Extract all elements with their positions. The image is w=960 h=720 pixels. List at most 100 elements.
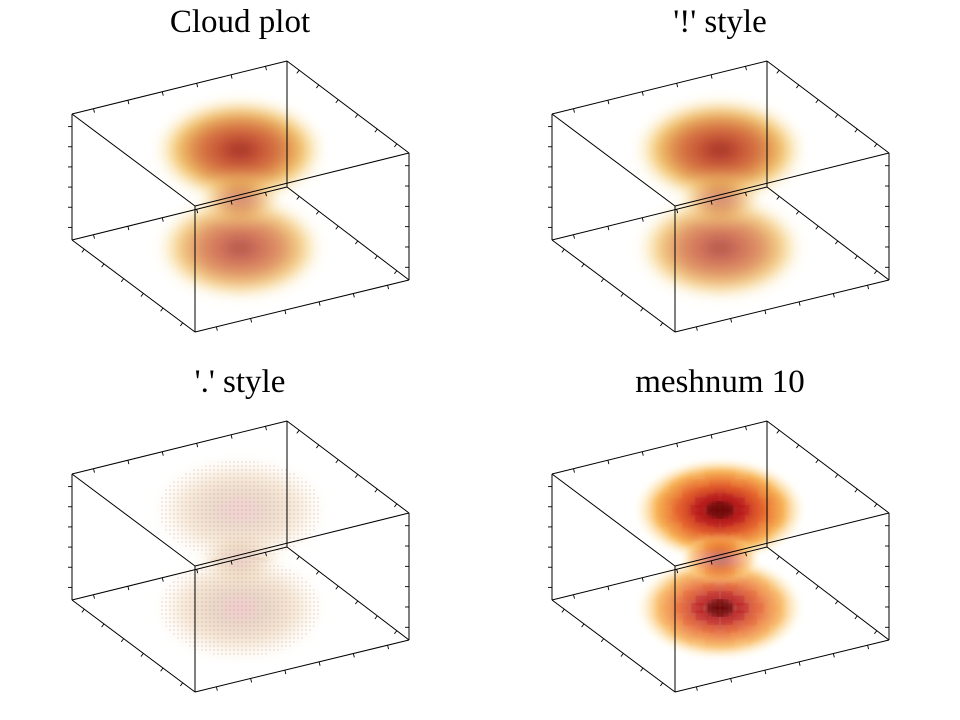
- mesh-cell: [695, 497, 708, 508]
- mesh-cell: [782, 603, 795, 613]
- mesh-cell: [725, 485, 738, 496]
- axis-tick: [573, 468, 575, 473]
- axis-tick: [776, 429, 780, 434]
- panel-3: [548, 420, 890, 693]
- axis-tick: [394, 270, 398, 275]
- axis-tick: [607, 100, 610, 105]
- mesh-cell: [697, 630, 710, 641]
- cloud-lobe-upper: [634, 98, 806, 202]
- mesh-cell: [692, 540, 705, 551]
- mesh-cell: [692, 638, 705, 649]
- axis-tick: [854, 615, 858, 620]
- axis-tick: [161, 451, 164, 456]
- mesh-cell: [730, 575, 743, 586]
- axis-tick: [315, 444, 320, 449]
- box-edge: [71, 473, 196, 567]
- mesh-cell: [711, 501, 724, 512]
- axis-tick: [315, 570, 320, 575]
- panel-title-exclamation-style: '!' style: [673, 4, 767, 40]
- axis-tick: [265, 426, 267, 431]
- axis-tick: [854, 488, 858, 493]
- mesh-cell: [659, 505, 672, 515]
- axis-tick: [834, 114, 839, 118]
- box-edge: [194, 152, 410, 207]
- box-edge: [71, 420, 288, 475]
- mesh-cell: [720, 507, 733, 518]
- axis-tick: [374, 128, 378, 133]
- axis-tick: [815, 585, 819, 590]
- axis-tick: [352, 653, 355, 658]
- mesh-cell: [716, 606, 729, 617]
- axis-tick: [93, 108, 95, 113]
- axis-tick: [318, 301, 321, 306]
- axis-tick: [640, 667, 644, 672]
- box-edge: [551, 599, 676, 693]
- mesh-cell: [695, 512, 708, 523]
- box-edge: [766, 186, 890, 281]
- mesh-cell: [692, 567, 705, 578]
- mesh-cell: [702, 485, 715, 496]
- axis-tick: [745, 66, 747, 71]
- panel-2: [68, 420, 410, 693]
- mesh-cell: [768, 505, 781, 515]
- axis-tick: [318, 661, 321, 666]
- axis-tick: [140, 653, 144, 657]
- axis-tick: [265, 192, 267, 197]
- axis-tick: [387, 285, 389, 290]
- box-edge: [286, 186, 410, 281]
- axis-tick: [354, 114, 359, 118]
- axis-tick: [854, 128, 858, 133]
- box-edge: [194, 279, 410, 333]
- axis-tick: [815, 459, 819, 464]
- axis-tick: [230, 74, 233, 79]
- mesh-cell: [697, 575, 710, 586]
- axis-tick: [196, 569, 199, 574]
- axis-tick: [296, 196, 300, 200]
- axis-tick: [561, 248, 565, 253]
- mesh-cell: [644, 505, 657, 515]
- axis-tick: [335, 99, 339, 104]
- axis-tick: [676, 209, 679, 214]
- box-edge: [551, 113, 676, 207]
- axis-tick: [101, 623, 105, 628]
- cloud-lobe-lower: [636, 556, 804, 660]
- axis-tick: [265, 552, 267, 557]
- mesh-cell: [721, 493, 734, 504]
- box-edge: [766, 546, 890, 641]
- axis-tick: [101, 263, 105, 268]
- axis-tick: [250, 318, 253, 323]
- axis-tick: [745, 192, 747, 197]
- axis-tick: [394, 503, 398, 508]
- axis-tick: [745, 426, 747, 431]
- axis-tick: [834, 600, 839, 605]
- panel-title-meshnum: meshnum 10: [635, 364, 805, 400]
- mesh-cell: [707, 600, 720, 611]
- axis-tick: [354, 474, 359, 478]
- axis-tick: [764, 310, 767, 315]
- axis-tick: [161, 91, 164, 96]
- mesh-cell: [721, 614, 734, 625]
- mesh-cell: [737, 505, 750, 515]
- cloud-lobe-upper: [634, 458, 806, 562]
- axis-tick: [798, 301, 801, 306]
- axis-tick: [834, 474, 839, 478]
- axis-tick: [394, 143, 398, 148]
- mesh-cell: [744, 590, 757, 601]
- mesh-cell: [671, 585, 684, 596]
- mesh-cell: [702, 524, 715, 535]
- mesh-cell: [670, 487, 683, 498]
- mesh-cell: [683, 590, 696, 601]
- axis-tick: [640, 307, 644, 312]
- mesh-cell: [658, 580, 671, 591]
- mesh-cell: [745, 492, 758, 503]
- axis-tick: [641, 451, 644, 456]
- mesh-cell: [736, 603, 749, 613]
- panel-1: [548, 60, 890, 333]
- mesh-cell: [661, 603, 674, 613]
- mesh-cell: [707, 502, 720, 513]
- panel-title-cloud-plot: Cloud plot: [169, 4, 311, 40]
- mesh-cell: [706, 603, 719, 613]
- axis-tick: [798, 661, 801, 666]
- cloud-lobe-lower: [636, 196, 804, 300]
